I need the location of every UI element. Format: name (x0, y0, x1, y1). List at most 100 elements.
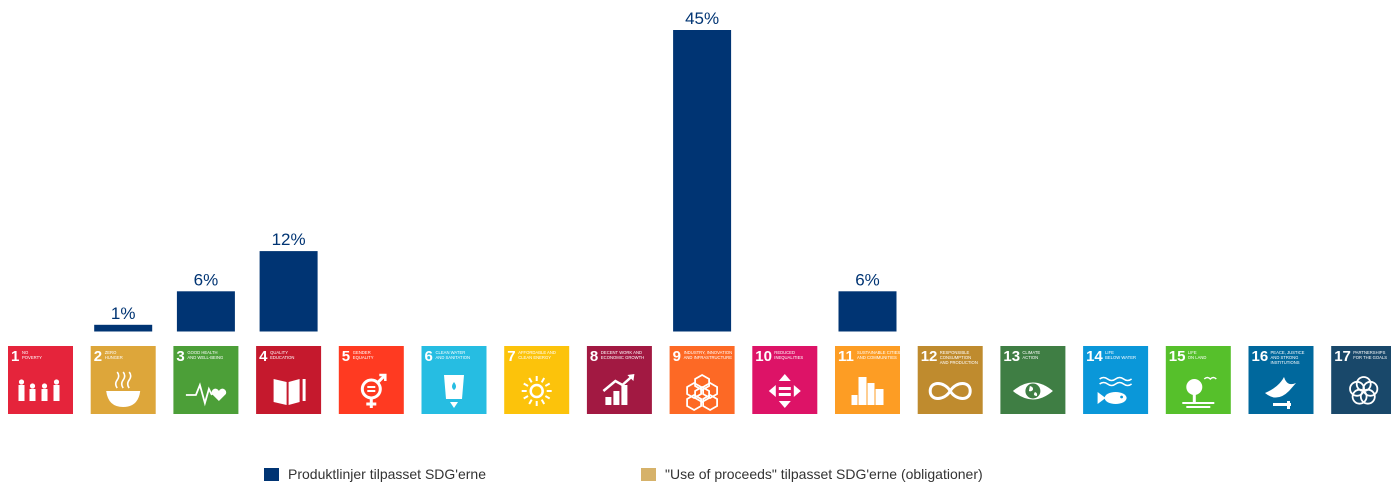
sdg-tile-title: QUALITY (270, 350, 288, 355)
sdg-tile-title: RESPONSIBLE (940, 350, 970, 355)
fish-icon (1097, 376, 1133, 404)
sdg-tile-title: FOR THE GOALS (1353, 355, 1387, 360)
family-icon (18, 379, 60, 401)
sdg-tile-number: 15 (1169, 348, 1186, 365)
data-label-sdg-11: 6% (855, 270, 880, 289)
sdg-tile-title: ECONOMIC GROWTH (601, 355, 644, 360)
sdg-tile-background (917, 346, 983, 414)
sdg-tile-title: CONSUMPTION (940, 355, 971, 360)
water-glass-icon (444, 375, 464, 408)
bar-sdg-11 (838, 291, 897, 332)
sdg-tile-title: CLIMATE (1022, 350, 1040, 355)
sdg-tile-title: SUSTAINABLE CITIES (857, 350, 900, 355)
equal-arrows-icon (768, 374, 801, 408)
sdg-tile-title: GENDER (353, 350, 371, 355)
sdg-tile-number: 3 (176, 348, 184, 365)
legend-label-use-of-proceeds: "Use of proceeds" tilpasset SDG'erne (ob… (665, 466, 983, 482)
eye-globe-icon (1012, 382, 1053, 400)
sdg-tile-number: 8 (590, 348, 598, 365)
sdg-tile-number: 7 (507, 348, 515, 365)
sdg-tile-title: LIFE (1188, 350, 1197, 355)
sdg-tile-title: AND STRONG (1271, 355, 1299, 360)
sdg-tile-title: CLEAN ENERGY (518, 355, 551, 360)
sdg-tile-number: 9 (673, 348, 681, 365)
sdg-tile-title: ON LAND (1188, 355, 1207, 360)
bar-sdg-9 (673, 30, 732, 332)
sdg-tile-title: INEQUALITIES (774, 355, 803, 360)
sdg-tile-number: 14 (1086, 348, 1103, 365)
bar-sdg-4 (259, 251, 318, 332)
sdg-tile-title: AND COMMUNITIES (857, 355, 897, 360)
sdg-tile-number: 6 (425, 348, 433, 365)
sdg-tile-background (1248, 346, 1314, 414)
data-label-sdg-9: 45% (685, 9, 719, 28)
dove-icon (1265, 377, 1296, 409)
bar-sdg-2 (94, 324, 153, 332)
data-label-sdg-3: 6% (194, 270, 219, 289)
tree-icon (1182, 376, 1217, 408)
sdg-tile-background (8, 346, 73, 414)
sdg-tile-number: 1 (11, 348, 19, 365)
sdg-tile-number: 5 (342, 348, 350, 365)
sdg-tile-title: PARTNERSHIPS (1353, 350, 1385, 355)
city-icon (851, 377, 884, 405)
data-label-sdg-4: 12% (272, 230, 306, 249)
sdg-tile-number: 17 (1334, 348, 1351, 365)
sdg-tile-title: ZERO (105, 350, 117, 355)
sdg-tile-number: 2 (94, 348, 102, 365)
legend-item-product-lines: Produktlinjer tilpasset SDG'erne (264, 466, 486, 482)
bowl-icon (106, 371, 141, 407)
sdg-tile-title: EDUCATION (270, 355, 294, 360)
sdg-tile-number: 10 (755, 348, 772, 365)
sdg-tile-title: HUNGER (105, 355, 123, 360)
legend-item-use-of-proceeds: "Use of proceeds" tilpasset SDG'erne (ob… (641, 466, 983, 482)
sdg-tile-number: 4 (259, 348, 268, 365)
infinity-icon (928, 382, 972, 400)
sdg-tile-title: INDUSTRY, INNOVATION (684, 350, 733, 355)
sdg-tile-number: 16 (1252, 348, 1269, 365)
sdg-tile-number: 11 (838, 348, 854, 365)
sdg-tile-title: PEACE, JUSTICE (1271, 350, 1305, 355)
legend-swatch-product-lines (264, 467, 279, 481)
sdg-tile-title: ACTION (1022, 355, 1038, 360)
book-icon (273, 379, 306, 405)
heartbeat-icon (185, 382, 227, 407)
sdg-tile-title: POVERTY (22, 355, 42, 360)
legend-label-product-lines: Produktlinjer tilpasset SDG'erne (288, 466, 486, 482)
sdg-tile-title: AND PRODUCTION (940, 360, 978, 365)
sdg-tile-title: EQUALITY (353, 355, 374, 360)
sdg-tile-title: AFFORDABLE AND (518, 350, 556, 355)
legend-swatch-use-of-proceeds (641, 467, 656, 481)
sdg-tile-title: AND INFRASTRUCTURE (684, 355, 733, 360)
data-label-sdg-2: 1% (111, 304, 136, 323)
growth-chart-icon (602, 374, 635, 405)
gender-equality-icon (360, 373, 387, 408)
sdg-tile-title: NO (22, 350, 29, 355)
sdg-tile-title: REDUCED (774, 350, 795, 355)
sdg-tile-background (1000, 346, 1066, 414)
sdg-tile-title: INSTITUTIONS (1271, 360, 1300, 365)
sdg-tile-title: CLEAN WATER (436, 350, 466, 355)
cubes-icon (686, 373, 718, 412)
sdg-tile-number: 12 (921, 348, 938, 365)
sdg-tile-title: LIFE (1105, 350, 1114, 355)
sdg-tile-title: GOOD HEALTH (187, 350, 217, 355)
